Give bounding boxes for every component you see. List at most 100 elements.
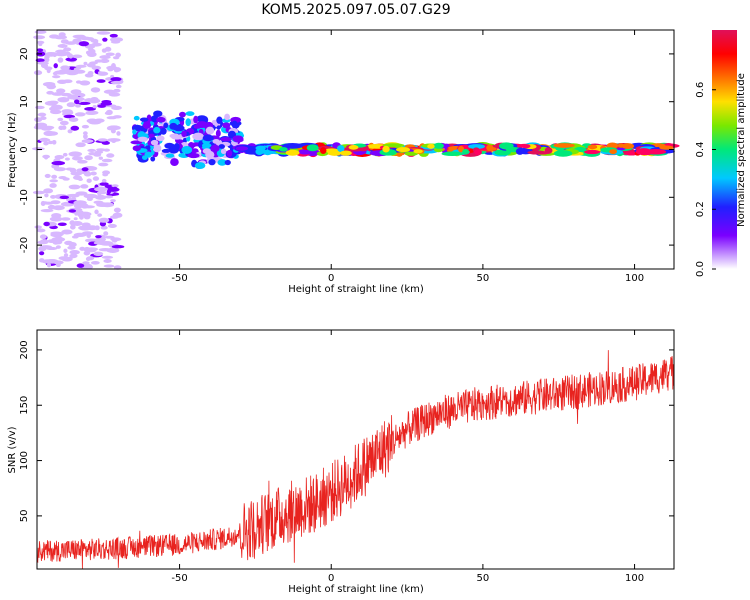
heatmap-cell [103, 231, 109, 236]
heatmap-cell [109, 215, 119, 219]
heatmap-cell [84, 107, 97, 111]
heatmap-cell [61, 257, 73, 262]
snr-line [36, 350, 675, 570]
heatmap-cell [181, 130, 187, 138]
heatmap-cell [53, 63, 58, 69]
heatmap-cell [57, 222, 67, 227]
colorbar-label: Normalized spectral amplitude [736, 73, 747, 227]
heatmap-cell [96, 79, 106, 83]
heatmap-cell [52, 52, 57, 58]
heatmap-cell [77, 212, 83, 218]
heatmap-cell [553, 143, 575, 148]
heatmap-cell [103, 195, 114, 199]
heatmap-cell [215, 129, 221, 137]
heatmap-cell [107, 223, 117, 228]
heatmap-cell [81, 124, 90, 129]
heatmap-cell [37, 61, 50, 65]
heatmap-cell [96, 31, 111, 35]
heatmap-cell [587, 144, 598, 150]
heatmap-cell [205, 126, 215, 135]
heatmap-cell [101, 255, 114, 259]
heatmap-cell [66, 193, 80, 198]
heatmap-cell [44, 173, 51, 178]
heatmap-cell [216, 125, 221, 130]
heatmap-cell [83, 133, 88, 140]
heatmap-cell [39, 251, 45, 256]
colorbar-tick-label: 0.4 [695, 142, 706, 158]
spectrogram-y-ticks: -20 -10 0 10 20 [19, 48, 674, 253]
heatmap-cell [111, 63, 116, 69]
heatmap-cell [395, 147, 411, 153]
heatmap-cell [382, 145, 390, 153]
heatmap-cell [413, 149, 423, 154]
heatmap-cell [130, 140, 143, 145]
heatmap-cell [46, 83, 57, 90]
chart-title: KOM5.2025.097.05.07.G29 [261, 2, 450, 18]
heatmap-cell [160, 127, 167, 135]
snr-y-tick-label: 200 [19, 340, 30, 359]
heatmap-cell [263, 150, 272, 156]
heatmap-cell [65, 57, 78, 62]
heatmap-cell [103, 264, 115, 268]
heatmap-cell [193, 115, 199, 124]
heatmap-cell [110, 199, 116, 203]
heatmap-cell [105, 52, 115, 56]
heatmap-cell [99, 55, 111, 60]
heatmap-cell [90, 260, 100, 265]
heatmap-cell [84, 98, 94, 102]
heatmap-cell [93, 241, 108, 245]
heatmap-cell [156, 135, 165, 142]
heatmap-cell [644, 149, 667, 155]
heatmap-cell [427, 143, 435, 149]
heatmap-cell [110, 40, 121, 44]
heatmap-cell [58, 32, 66, 38]
heatmap-cell [226, 149, 233, 157]
heatmap-cell [78, 225, 93, 231]
snr-y-tick-label: 50 [19, 510, 30, 523]
spectrogram-x-tick-label: 100 [625, 273, 644, 284]
heatmap-cell [39, 234, 47, 240]
heatmap-cell [62, 79, 73, 84]
heatmap-cell [218, 144, 226, 149]
heatmap-cell [306, 144, 319, 152]
heatmap-cell [95, 235, 102, 239]
heatmap-cell [96, 148, 106, 152]
heatmap-cell [340, 150, 352, 156]
heatmap-cell [486, 144, 494, 151]
heatmap-cell [107, 138, 121, 142]
heatmap-cell [192, 132, 204, 141]
colorbar-tick-label: 0.0 [695, 261, 706, 277]
spectrogram-x-tick-label: 50 [477, 273, 490, 284]
colorbar-tick-label: 0.2 [695, 201, 706, 217]
snr-x-tick-label: 100 [625, 573, 644, 584]
heatmap-cell [68, 209, 77, 213]
heatmap-cell [68, 184, 81, 190]
heatmap-cell [100, 101, 113, 106]
heatmap-cell [53, 260, 64, 265]
heatmap-cell [60, 39, 69, 44]
heatmap-cell [46, 262, 52, 268]
heatmap-cell [182, 137, 188, 144]
heatmap-cell [36, 40, 45, 45]
heatmap-cell [163, 122, 169, 129]
heatmap-cell [82, 131, 88, 135]
heatmap-cell [103, 259, 112, 264]
heatmap-cell [100, 202, 114, 208]
heatmap-cell [54, 239, 63, 245]
heatmap-cell [83, 250, 91, 256]
heatmap-cell [104, 235, 115, 239]
colorbar-tick-label: 0.6 [695, 82, 706, 98]
heatmap-cell [98, 162, 109, 167]
heatmap-cell [94, 186, 108, 192]
heatmap-cell [75, 80, 82, 84]
heatmap-cell [69, 167, 77, 174]
heatmap-cell [515, 147, 524, 155]
heatmap-cell [99, 58, 110, 64]
heatmap-cell [83, 193, 98, 199]
heatmap-cell [210, 144, 220, 152]
heatmap-cell [84, 155, 93, 161]
heatmap-cell [94, 194, 107, 200]
snr-x-axis-label: Height of straight line (km) [288, 584, 424, 595]
heatmap-cell [83, 171, 92, 177]
heatmap-cell [69, 220, 76, 226]
